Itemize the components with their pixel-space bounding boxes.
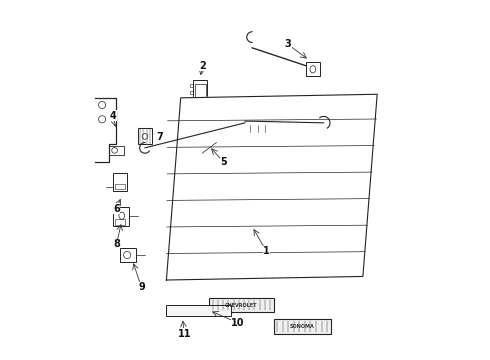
Text: 8: 8	[113, 239, 120, 249]
Bar	[245, 123, 273, 134]
Bar	[193, 80, 207, 102]
Text: 6: 6	[113, 203, 120, 213]
Text: 10: 10	[231, 318, 245, 328]
Text: 7: 7	[156, 132, 163, 142]
Bar	[273, 319, 331, 334]
Text: 2: 2	[199, 61, 205, 71]
Bar	[167, 305, 231, 316]
Text: SONOMA: SONOMA	[290, 324, 315, 329]
Bar	[138, 128, 152, 144]
Bar	[209, 298, 273, 312]
Bar	[245, 121, 254, 134]
Text: 1: 1	[263, 247, 270, 256]
Text: 9: 9	[138, 282, 145, 292]
Bar	[306, 62, 320, 76]
Bar	[120, 248, 136, 262]
Polygon shape	[167, 94, 377, 280]
Text: 11: 11	[177, 329, 191, 339]
Bar	[115, 184, 125, 189]
Text: 3: 3	[285, 39, 291, 49]
Bar	[113, 173, 127, 191]
Bar	[115, 219, 125, 225]
Text: 4: 4	[109, 111, 116, 121]
Bar	[190, 91, 193, 94]
Text: CHEVROLET: CHEVROLET	[225, 302, 258, 307]
Bar	[113, 207, 129, 226]
Bar	[190, 84, 193, 87]
Bar	[109, 146, 123, 155]
Text: 5: 5	[220, 157, 227, 167]
Bar	[195, 84, 206, 98]
